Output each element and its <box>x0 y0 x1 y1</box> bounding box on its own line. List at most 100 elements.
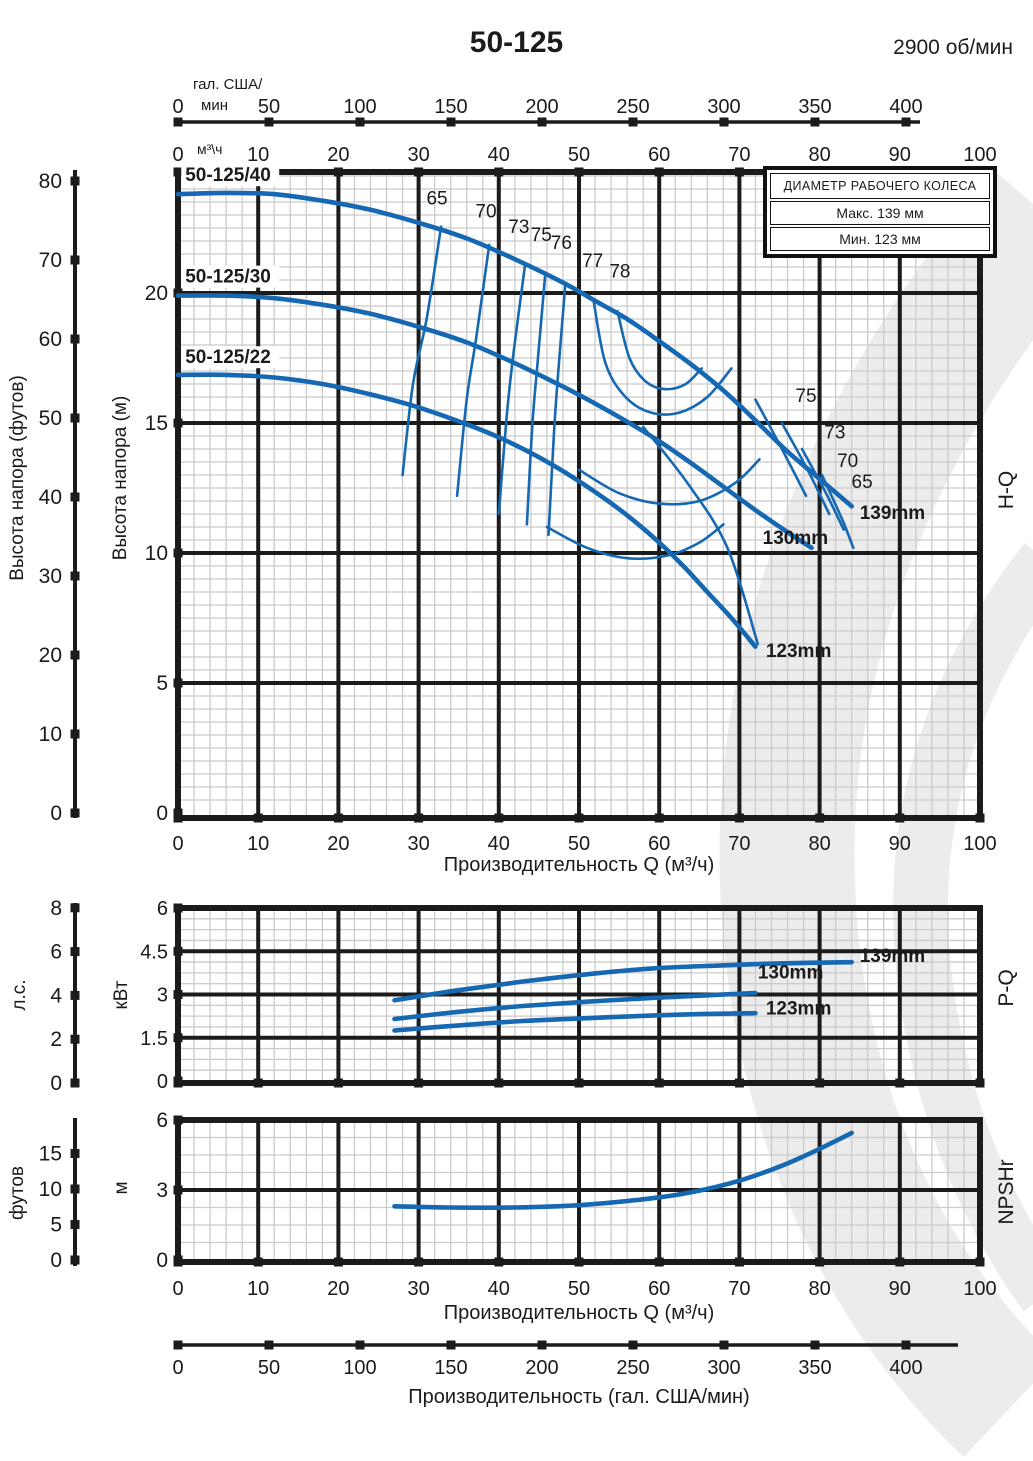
npsh-x-tick <box>173 1257 183 1267</box>
efficiency-contour-75 <box>525 272 547 526</box>
gal-bottom-tick-label: 300 <box>707 1357 740 1379</box>
gal-bottom-tick-label: 200 <box>525 1357 558 1379</box>
hq-ft-tick-label: 70 <box>39 249 62 272</box>
section-label-pq: P-Q <box>995 969 1018 1007</box>
hq-m-tick-label: 0 <box>156 802 168 825</box>
gal-top-tick-label: 350 <box>798 96 831 118</box>
npsh-m-tick-label: 3 <box>156 1179 168 1202</box>
hq-ft-tick <box>70 176 80 186</box>
hq-m-tick-label: 15 <box>145 412 168 435</box>
gal-bottom-tick <box>173 1340 183 1350</box>
npsh-ft-tick-label: 5 <box>50 1214 62 1237</box>
npsh-m-axis-title: м <box>111 1181 132 1195</box>
npsh-x-tick-label: 90 <box>889 1278 911 1300</box>
gal-bottom-tick <box>810 1340 820 1350</box>
hq-ft-tick-label: 20 <box>39 644 62 667</box>
pq-kw-tick <box>173 946 183 956</box>
gal-bottom-tick-label: 350 <box>798 1357 831 1379</box>
gal-bottom-tick-label: 150 <box>434 1357 467 1379</box>
m3h-top-tick-label: 70 <box>728 144 750 166</box>
gal-bottom-tick-label: 0 <box>172 1357 183 1379</box>
hq-ft-tick <box>70 334 80 344</box>
npsh-x-tick-label: 80 <box>808 1278 830 1300</box>
gal-bottom-tick <box>719 1340 729 1350</box>
npsh-x-tick <box>975 1257 985 1267</box>
pq-hp-tick-label: 6 <box>50 941 62 964</box>
pq-x-tick <box>333 1078 343 1088</box>
hq-m-axis-title: Высота напора (м) <box>110 395 131 561</box>
m3h-top-tick-label: 40 <box>488 144 510 166</box>
hq-m-tick <box>173 548 183 558</box>
gal-top-tick <box>173 117 183 127</box>
pq-x-tick <box>975 1078 985 1088</box>
hq-curve-50-125/22 <box>175 372 758 649</box>
m3h-top-tick-label: 0 <box>172 144 183 166</box>
efficiency-contour-78 <box>616 309 703 391</box>
gal-top-tick-label: 150 <box>434 96 467 118</box>
hq-ft-tick <box>70 492 80 502</box>
pq-x-tick <box>414 1078 424 1088</box>
hq-ft-tick-label: 50 <box>39 407 62 430</box>
hq-x-axis-title: Производительность Q (м³/ч) <box>443 854 715 876</box>
hq-m-tick <box>173 678 183 688</box>
m3h-top-tick-label: 10 <box>247 144 269 166</box>
pq-impeller-label: 123mm <box>766 999 832 1020</box>
efficiency-label: 78 <box>609 261 630 282</box>
m3h-top-tick-label: 60 <box>648 144 670 166</box>
hq-x-tick-label: 80 <box>808 833 830 855</box>
hq-x-tick <box>975 813 985 823</box>
npsh-x-tick <box>414 1257 424 1267</box>
hq-x-tick-label: 20 <box>327 833 349 855</box>
npsh-m-tick-label: 0 <box>156 1249 168 1272</box>
gal-bottom-axis-title: Производительность (гал. США/мин) <box>408 1386 750 1408</box>
pq-kw-tick <box>173 903 183 913</box>
npsh-x-tick-label: 20 <box>327 1278 349 1300</box>
hq-x-tick-label: 70 <box>728 833 750 855</box>
hq-impeller-label: 123mm <box>766 641 832 662</box>
gal-bottom-tick <box>264 1340 274 1350</box>
npsh-x-tick-label: 100 <box>963 1278 996 1300</box>
hq-series-label: 50-125/30 <box>185 267 271 288</box>
hq-x-tick-label: 10 <box>247 833 269 855</box>
efficiency-contour-73 <box>497 261 527 516</box>
hq-ft-tick-label: 10 <box>39 723 62 746</box>
hq-ft-tick-label: 40 <box>39 486 62 509</box>
impeller-legend-box: ДИАМЕТР РАБОЧЕГО КОЛЕСА Макс. 139 мм Мин… <box>763 166 997 258</box>
m3h-axis-unit: м³\ч <box>197 141 223 157</box>
npsh-x-tick-label: 60 <box>648 1278 670 1300</box>
npsh-m-tick <box>173 1115 183 1125</box>
hq-x-tick-label: 40 <box>488 833 510 855</box>
pq-x-tick <box>654 1078 664 1088</box>
hq-series-label: 50-125/22 <box>185 347 271 368</box>
hq-x-tick <box>494 813 504 823</box>
impeller-legend-max: Макс. 139 мм <box>770 201 990 225</box>
m3h-top-tick-label: 80 <box>808 144 830 166</box>
pq-hp-tick-label: 2 <box>50 1028 62 1051</box>
pq-hp-tick <box>70 947 80 957</box>
npsh-m-tick-label: 6 <box>156 1109 168 1132</box>
npsh-x-tick-label: 40 <box>488 1278 510 1300</box>
section-label-npsh: NPSHr <box>995 1159 1018 1225</box>
npsh-x-tick <box>734 1257 744 1267</box>
hq-x-tick <box>734 813 744 823</box>
hq-ft-tick-label: 30 <box>39 565 62 588</box>
pq-kw-tick <box>173 990 183 1000</box>
hq-x-tick-label: 90 <box>889 833 911 855</box>
gal-top-tick <box>264 117 274 127</box>
efficiency-label: 75 <box>795 386 816 407</box>
m3h-top-tick <box>654 167 664 177</box>
npsh-ft-tick-label: 10 <box>39 1178 62 1201</box>
npsh-x-tick-label: 70 <box>728 1278 750 1300</box>
hq-ft-tick-label: 80 <box>39 170 62 193</box>
hq-ft-tick <box>70 729 80 739</box>
efficiency-contour-70 <box>455 243 491 498</box>
speed-label: 2900 об/мин <box>893 36 1013 59</box>
gal-top-tick <box>446 117 456 127</box>
m3h-top-tick <box>414 167 424 177</box>
hq-series-label: 50-125/40 <box>185 165 271 186</box>
pq-kw-tick-label: 3 <box>157 985 168 1007</box>
hq-x-tick <box>173 813 183 823</box>
npsh-ft-axis-title: футов <box>7 1165 28 1221</box>
section-label-hq: H-Q <box>995 470 1018 510</box>
